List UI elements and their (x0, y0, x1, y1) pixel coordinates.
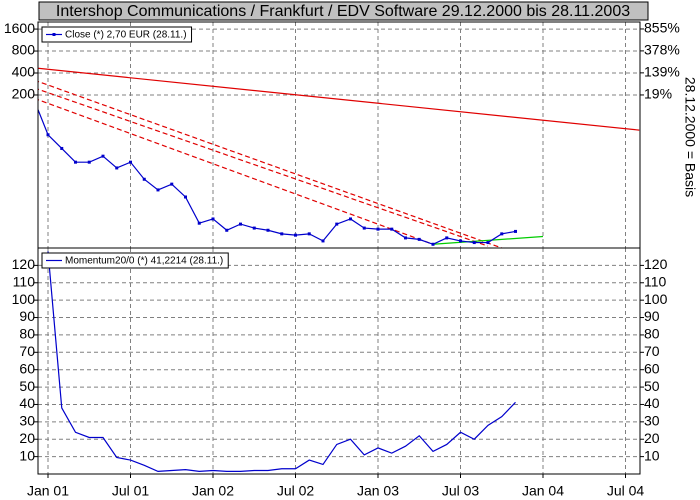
point-marker (142, 177, 146, 181)
point-marker (390, 227, 394, 231)
y-tick-label: 1600 (4, 20, 35, 36)
y-tick-label-right: 90 (644, 308, 660, 324)
trend-line (38, 80, 502, 248)
point-marker (417, 237, 421, 241)
y-tick-label-right: 20 (644, 430, 660, 446)
point-marker (101, 154, 105, 158)
x-tick-label: Jan 04 (522, 483, 564, 499)
point-marker (445, 236, 449, 240)
point-marker (486, 241, 490, 245)
point-marker (197, 221, 201, 225)
point-marker (184, 195, 187, 199)
series-line (47, 251, 516, 473)
point-marker (129, 160, 132, 164)
panel-frame (37, 247, 641, 475)
y2-tick-label: 139% (644, 64, 680, 80)
point-marker (500, 232, 504, 236)
chart-title: Intershop Communications / Frankfurt / E… (56, 3, 630, 20)
point-marker (294, 233, 297, 237)
y-tick-label-right: 50 (644, 378, 660, 394)
y-tick-label-right: 30 (644, 413, 660, 429)
point-marker (87, 160, 91, 164)
legend-box (41, 26, 193, 43)
y-tick-label: 100 (12, 291, 36, 307)
point-marker (404, 236, 407, 240)
y-tick-label: 110 (13, 273, 36, 289)
y-tick-label: 200 (12, 86, 36, 102)
point-marker (60, 146, 64, 150)
point-marker (431, 242, 435, 246)
point-marker (472, 241, 476, 245)
y2-tick-label: 19% (644, 86, 672, 102)
x-tick-label: Jan 03 (357, 483, 399, 499)
series-line (38, 107, 516, 245)
point-marker (266, 228, 270, 232)
trend-line (38, 67, 640, 131)
point-marker (46, 133, 50, 137)
y-tick-label-right: 10 (644, 447, 660, 463)
y-tick-label: 30 (19, 413, 35, 429)
point-marker (225, 228, 229, 232)
y-tick-label: 80 (19, 326, 35, 342)
legend-label: Momentum20/0 (*) 41,2214 (28.11.) (65, 256, 223, 267)
panel-frame (37, 21, 641, 249)
point-marker (321, 239, 325, 243)
y-tick-label: 10 (19, 447, 35, 463)
y-tick-label: 20 (19, 430, 35, 446)
trend-line (38, 88, 489, 247)
y2-tick-label: 855% (644, 20, 680, 36)
trend-line (432, 235, 544, 245)
point-marker (239, 222, 242, 226)
point-marker (335, 222, 339, 226)
y-tick-label: 120 (12, 256, 36, 272)
y2-tick-label: 378% (644, 42, 680, 58)
y-tick-label: 400 (12, 64, 36, 80)
point-marker (280, 232, 284, 236)
y-tick-label: 90 (19, 308, 35, 324)
y2-axis-title: 28.12.2000 = Basis (682, 77, 698, 197)
x-tick-label: Jul 04 (607, 483, 645, 499)
x-tick-label: Jan 01 (27, 483, 69, 499)
y-tick-label-right: 70 (644, 343, 660, 359)
legend-box (41, 252, 229, 269)
y-tick-label-right: 60 (644, 360, 660, 376)
y-tick-label-right: 110 (644, 273, 667, 289)
point-marker (170, 182, 174, 186)
y-tick-label: 60 (19, 360, 35, 376)
x-tick-label: Jul 02 (277, 483, 315, 499)
y-tick-label: 800 (12, 42, 36, 58)
legend-marker (52, 33, 56, 36)
plot-area (47, 251, 516, 473)
legend-label: Close (*) 2,70 EUR (28.11.) (65, 30, 187, 41)
point-marker (156, 188, 160, 192)
x-tick-label: Jul 01 (112, 483, 150, 499)
point-marker (349, 217, 352, 221)
point-marker (211, 217, 215, 221)
y-tick-label: 50 (19, 378, 35, 394)
trend-line (38, 99, 434, 245)
x-tick-label: Jul 03 (442, 483, 480, 499)
point-marker (115, 166, 119, 170)
y-tick-label-right: 40 (644, 395, 660, 411)
point-marker (459, 239, 462, 243)
point-marker (376, 227, 380, 231)
y-tick-label-right: 120 (644, 256, 668, 272)
y-tick-label: 70 (19, 343, 35, 359)
point-marker (252, 226, 256, 230)
title-box (38, 1, 649, 21)
y-tick-label-right: 80 (644, 326, 660, 342)
point-marker (362, 226, 366, 230)
y-tick-label-right: 100 (644, 291, 668, 307)
point-marker (514, 229, 517, 233)
point-marker (74, 160, 77, 164)
plot-area (38, 67, 640, 248)
point-marker (307, 232, 311, 236)
y-tick-label: 40 (19, 395, 35, 411)
x-tick-label: Jan 02 (192, 483, 234, 499)
